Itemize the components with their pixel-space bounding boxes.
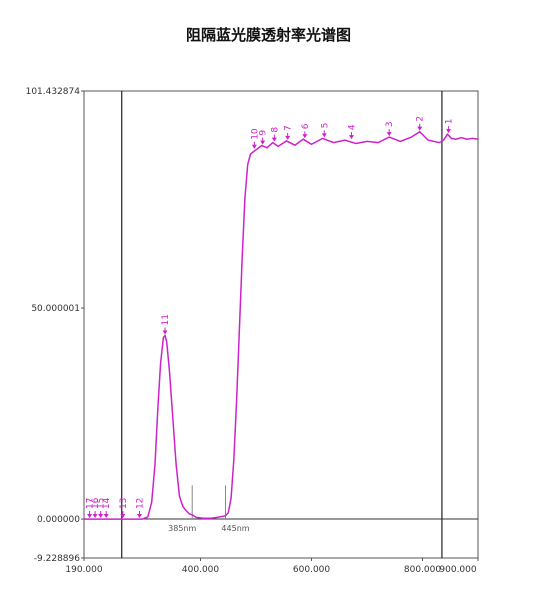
x-tick-label-1: 400.000	[182, 565, 219, 575]
peak-label-13: 13	[119, 498, 129, 509]
cursor-lines	[121, 91, 443, 558]
peak-arrow-7	[285, 135, 291, 140]
plot-frame	[83, 90, 479, 559]
peak-arrow-8	[271, 137, 277, 142]
x-tick-label-2: 600.000	[293, 565, 330, 575]
peak-label-4: 4	[347, 124, 357, 130]
peak-arrow-1	[446, 129, 452, 134]
peak-arrow-9	[260, 140, 266, 145]
peak-label-3: 3	[385, 121, 395, 127]
peak-arrow-10	[251, 144, 257, 149]
y-tick-label-2: 0.000000	[37, 515, 80, 525]
peak-label-7: 7	[284, 125, 294, 131]
peak-arrow-13	[120, 514, 126, 519]
peak-arrow-11	[162, 330, 168, 335]
peak-arrow-15	[98, 514, 104, 519]
x-tick-label-4: 900.000	[439, 565, 476, 575]
peak-arrow-2	[417, 126, 423, 131]
peak-label-11: 11	[161, 314, 171, 325]
peak-label-8: 8	[270, 127, 280, 133]
x-tick-label-3: 800.000	[404, 565, 441, 575]
peak-label-16: 16	[91, 497, 101, 509]
peak-label-12: 12	[135, 498, 145, 509]
peak-arrow-3	[386, 132, 392, 137]
peak-arrow-6	[302, 134, 308, 139]
peak-label-1: 1	[445, 118, 455, 124]
marker-label-1: 385nm	[168, 524, 196, 533]
peak-arrow-16	[92, 514, 98, 519]
peak-label-5: 5	[320, 123, 330, 129]
y-tick-label-3: -9.228896	[34, 554, 80, 564]
peak-label-17: 17	[86, 498, 96, 509]
peak-arrow-4	[348, 135, 354, 140]
transmittance-line	[84, 130, 479, 520]
peak-label-6: 6	[301, 123, 311, 129]
peak-arrow-17	[87, 514, 93, 519]
peak-label-10: 10	[250, 128, 260, 140]
marker-label-2: 445nm	[221, 524, 249, 533]
chart-title: 阻隔蓝光膜透射率光谱图	[185, 26, 351, 44]
wavelength-markers: 385nm 445nm	[168, 485, 250, 533]
y-tick-label-0: 101.432874	[26, 87, 81, 97]
peak-arrow-14	[103, 514, 109, 519]
y-axis-ticks: 101.432874 50.000001 0.000000 -9.228896	[26, 87, 84, 564]
y-tick-label-1: 50.000001	[31, 304, 80, 314]
peak-label-2: 2	[416, 116, 426, 122]
peak-label-14: 14	[102, 497, 112, 509]
peak-arrow-5	[321, 133, 327, 138]
x-tick-label-0: 190.000	[65, 565, 102, 575]
peak-arrow-12	[136, 514, 142, 519]
peak-label-9: 9	[259, 130, 269, 136]
peak-label-15: 15	[97, 498, 107, 509]
